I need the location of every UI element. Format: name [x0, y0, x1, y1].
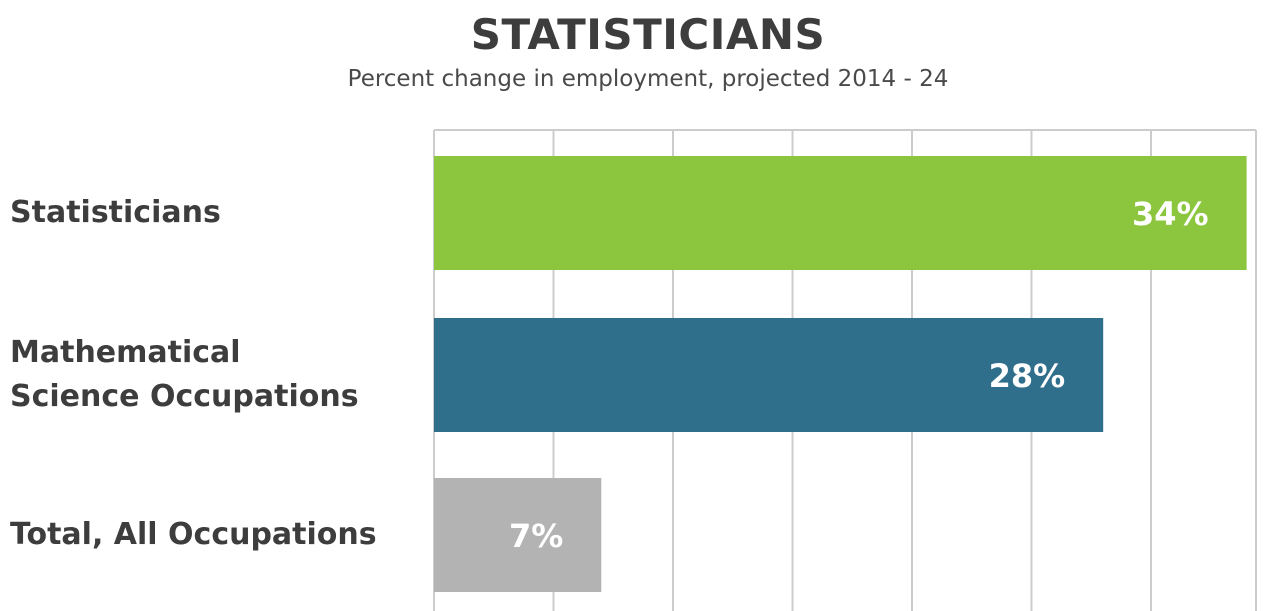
category-label: Statisticians — [10, 191, 221, 235]
category-label: Mathematical Science Occupations — [10, 331, 359, 419]
data-label: 7% — [509, 517, 563, 555]
bars — [434, 156, 1247, 592]
category-label-line: Statisticians — [10, 195, 221, 230]
bar-3 — [434, 478, 602, 592]
bar-2 — [434, 318, 1104, 432]
category-label-line: Total, All Occupations — [10, 517, 377, 552]
data-label: 34% — [1132, 195, 1209, 233]
bar-1 — [434, 156, 1247, 270]
category-label: Total, All Occupations — [10, 513, 377, 557]
chart-title: STATISTICIANS — [470, 10, 826, 59]
category-label-line: Mathematical — [10, 335, 241, 370]
chart-subtitle: Percent change in employment, projected … — [347, 66, 949, 92]
data-label: 28% — [989, 357, 1066, 395]
data-labels: 34% 28% 7% — [509, 195, 1209, 555]
category-label-line: Science Occupations — [10, 379, 359, 414]
